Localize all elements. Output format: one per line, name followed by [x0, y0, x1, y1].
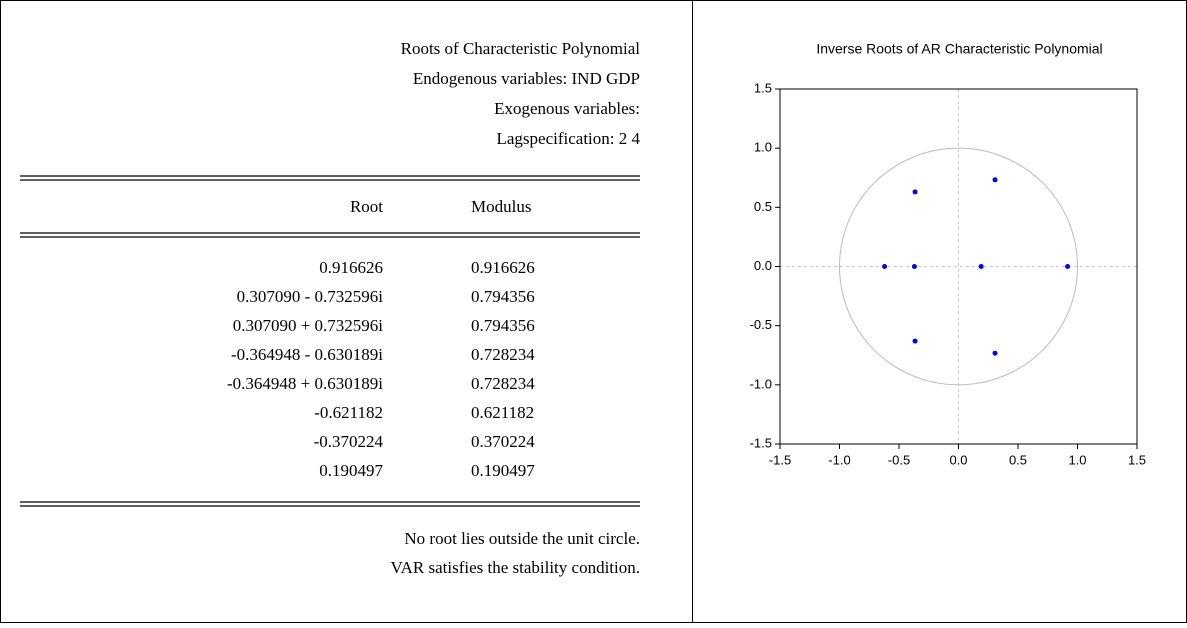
y-tick-label: -0.5: [750, 317, 772, 332]
chart-title: Inverse Roots of AR Characteristic Polyn…: [816, 41, 1102, 57]
modulus-cell: 0.728234: [471, 374, 535, 393]
x-tick-label: -1.0: [828, 452, 850, 467]
y-tick-label: 0.0: [754, 258, 772, 273]
column-header: Root: [350, 197, 383, 216]
y-tick-label: -1.0: [750, 376, 772, 391]
root-point: [882, 264, 888, 269]
root-cell: 0.307090 - 0.732596i: [237, 287, 384, 306]
modulus-cell: 0.794356: [471, 316, 535, 335]
root-point: [992, 350, 998, 356]
y-tick-label: 1.0: [754, 140, 772, 155]
unit-circle: [839, 147, 1078, 386]
modulus-cell: 0.916626: [471, 258, 535, 277]
root-cell: -0.364948 + 0.630189i: [227, 374, 383, 393]
y-tick-label: 0.5: [754, 199, 772, 214]
y-tick-label: -1.5: [750, 435, 772, 450]
column-header: Modulus: [471, 197, 531, 216]
modulus-cell: 0.190497: [471, 461, 535, 480]
root-point: [992, 177, 998, 183]
x-tick-label: 0.0: [949, 452, 967, 467]
modulus-cell: 0.794356: [471, 287, 535, 306]
root-cell: 0.916626: [319, 258, 383, 277]
header-line: Roots of Characteristic Polynomial: [401, 39, 641, 58]
header-line: Exogenous variables:: [494, 99, 640, 118]
root-cell: 0.190497: [319, 461, 383, 480]
modulus-cell: 0.370224: [471, 432, 535, 451]
header-line: Lagspecification: 2 4: [496, 129, 640, 148]
root-point: [912, 189, 918, 195]
rules: [20, 175, 640, 507]
x-tick-label: 1.0: [1068, 452, 1086, 467]
root-point: [912, 338, 918, 344]
x-tick-label: -1.5: [769, 452, 791, 467]
root-point: [978, 264, 984, 269]
modulus-cell: 0.728234: [471, 345, 535, 364]
header-line: Endogenous variables: IND GDP: [413, 69, 640, 88]
note: No root lies outside the unit circle.: [404, 529, 640, 548]
root-cell: 0.307090 + 0.732596i: [233, 316, 384, 335]
root-cell: -0.370224: [314, 432, 384, 451]
x-tick-label: -0.5: [888, 452, 910, 467]
root-cell: -0.621182: [314, 403, 383, 422]
root-point: [1065, 264, 1071, 269]
x-tick-label: 0.5: [1009, 452, 1027, 467]
root-cell: -0.364948 - 0.630189i: [231, 345, 383, 364]
note: VAR satisfies the stability condition.: [391, 558, 640, 577]
x-tick-label: 1.5: [1128, 452, 1146, 467]
y-tick-label: 1.5: [754, 80, 772, 95]
root-point: [911, 264, 917, 269]
modulus-cell: 0.621182: [471, 403, 534, 422]
